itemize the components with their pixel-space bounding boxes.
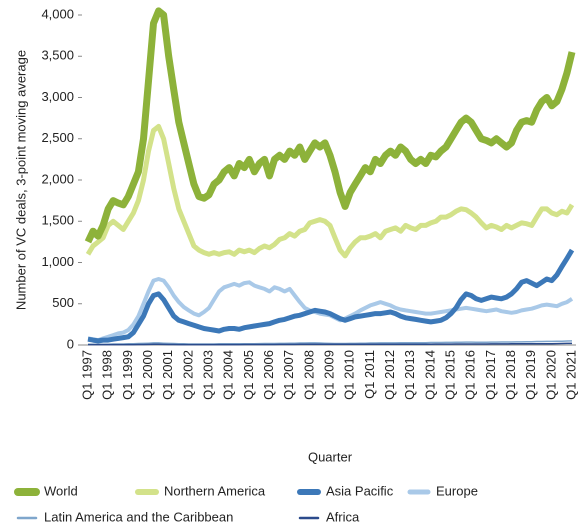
series-line xyxy=(88,342,572,346)
x-tick-label: Q1 2011 xyxy=(362,350,377,399)
legend-label: Asia Pacific xyxy=(326,483,394,498)
y-tick-label: 500 xyxy=(52,295,74,310)
y-tick-label: 3,500 xyxy=(41,48,74,63)
legend-label: World xyxy=(44,483,78,498)
x-tick-label: Q1 2018 xyxy=(503,350,518,400)
x-tick-label: Q1 2020 xyxy=(543,350,558,400)
x-tick-label: Q1 1998 xyxy=(100,350,115,400)
legend-label: Latin America and the Caribbean xyxy=(44,509,233,524)
x-tick-label: Q1 2017 xyxy=(483,350,498,400)
legend-label: Africa xyxy=(326,509,360,524)
x-tick-label: Q1 2007 xyxy=(281,350,296,400)
x-tick-label: Q1 2006 xyxy=(261,350,276,400)
y-axis-label: Number of VC deals, 3-point moving avera… xyxy=(13,50,28,310)
series-line xyxy=(84,7,576,244)
y-tick-label: 0 xyxy=(67,336,74,351)
x-tick-label: Q1 1999 xyxy=(120,350,135,400)
series-line xyxy=(88,340,573,345)
series-line xyxy=(87,248,575,344)
x-axis-label: Quarter xyxy=(308,449,353,464)
series-line xyxy=(87,277,574,343)
x-tick-label: Q1 2001 xyxy=(160,350,175,400)
x-tick-label: Q1 2014 xyxy=(422,350,437,400)
y-tick-label: 1,000 xyxy=(41,254,74,269)
x-tick-label: Q1 2009 xyxy=(321,350,336,400)
x-tick-label: Q1 2005 xyxy=(241,350,256,400)
x-tick-label: Q1 2016 xyxy=(463,350,478,400)
x-tick-label: Q1 2015 xyxy=(442,350,457,400)
legend-label: Europe xyxy=(436,483,478,498)
y-tick-label: 1,500 xyxy=(41,213,74,228)
x-tick-label: Q1 2002 xyxy=(180,350,195,400)
y-tick-label: 3,000 xyxy=(41,89,74,104)
series-line xyxy=(85,123,575,259)
x-tick-label: Q1 2003 xyxy=(200,350,215,400)
legend-label: Northern America xyxy=(164,483,266,498)
x-tick-label: Q1 2019 xyxy=(523,350,538,400)
x-tick-label: Q1 2012 xyxy=(382,350,397,400)
x-tick-label: Q1 2000 xyxy=(140,350,155,400)
y-tick-label: 4,000 xyxy=(41,6,74,21)
y-tick-label: 2,000 xyxy=(41,171,74,186)
x-tick-label: Q1 1997 xyxy=(79,350,94,400)
x-tick-label: Q1 2013 xyxy=(402,350,417,400)
x-tick-label: Q1 2004 xyxy=(221,350,236,400)
y-tick-label: 2,500 xyxy=(41,130,74,145)
x-tick-label: Q1 2008 xyxy=(301,350,316,400)
x-tick-label: Q1 2021 xyxy=(563,350,578,400)
x-tick-label: Q1 2010 xyxy=(342,350,357,400)
